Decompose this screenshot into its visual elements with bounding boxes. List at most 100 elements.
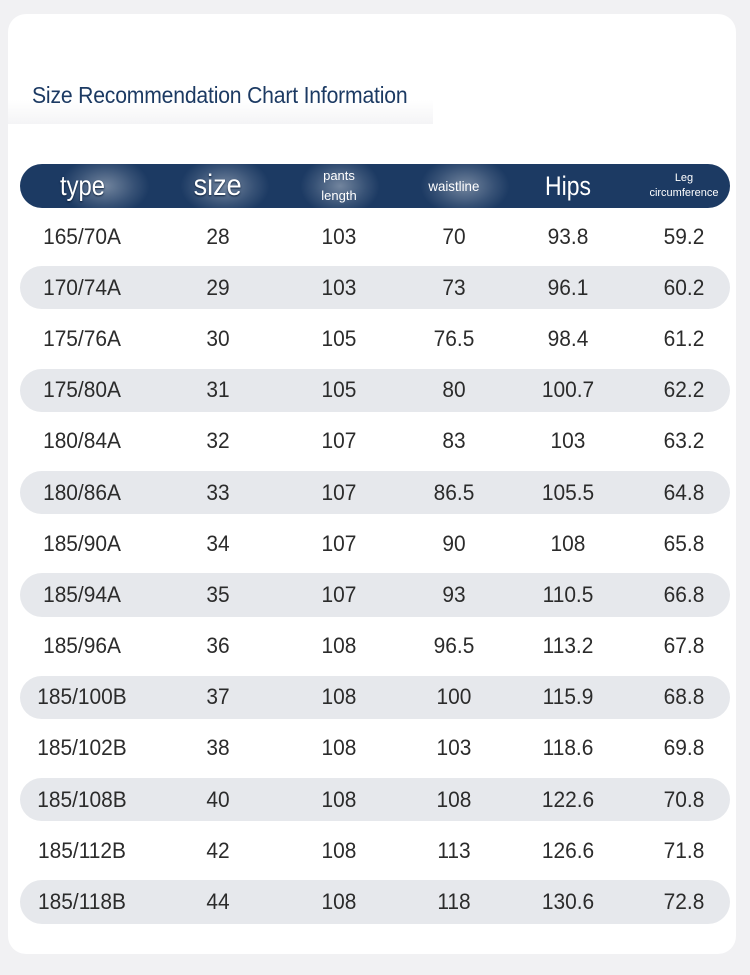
cell-pants-length: 108 <box>321 735 357 761</box>
table-row: 180/84A 32 107 83 103 63.2 <box>20 416 730 467</box>
cell-pants-length: 108 <box>321 684 357 710</box>
cell-size: 30 <box>206 325 230 351</box>
header-highlight <box>60 164 150 208</box>
page-title: Size Recommendation Chart Information <box>32 82 408 108</box>
cell-leg: 70.8 <box>663 786 705 812</box>
cell-waistline: 113 <box>437 837 471 863</box>
cell-leg: 62.2 <box>663 377 705 403</box>
cell-size: 42 <box>206 837 230 863</box>
column-header-leg-circumference: Leg circumference <box>626 164 730 208</box>
cell-hips: 103 <box>550 428 586 454</box>
cell-waistline: 76.5 <box>433 325 475 351</box>
cell-waistline: 83 <box>442 428 466 454</box>
cell-type: 185/112B <box>38 837 126 863</box>
column-header-size-label: size <box>193 169 243 202</box>
table-row: 185/94A 35 107 93 110.5 66.8 <box>20 569 730 620</box>
table-row: 165/70A 28 103 70 93.8 59.2 <box>20 211 730 262</box>
cell-waistline: 103 <box>436 735 472 761</box>
cell-leg: 67.8 <box>663 633 705 659</box>
cell-pants-length: 108 <box>321 837 357 863</box>
cell-waistline: 70 <box>442 223 466 249</box>
cell-pants-length: 108 <box>321 633 357 659</box>
cell-hips: 126.6 <box>541 837 595 863</box>
cell-pants-length: 107 <box>321 530 357 556</box>
pants-length-line-1: pants <box>323 168 355 183</box>
cell-size: 31 <box>206 377 230 403</box>
cell-leg: 63.2 <box>663 428 705 454</box>
cell-pants-length: 107 <box>321 428 357 454</box>
cell-leg: 68.8 <box>663 684 705 710</box>
cell-hips: 93.8 <box>547 223 589 249</box>
table-row: 185/102B 38 108 103 118.6 69.8 <box>20 723 730 774</box>
leg-line-2: circumference <box>649 187 719 199</box>
cell-size: 38 <box>206 735 230 761</box>
cell-waistline: 118 <box>437 889 471 915</box>
header-highlight <box>180 164 270 208</box>
cell-type: 165/70A <box>43 223 121 249</box>
cell-waistline: 100 <box>436 684 472 710</box>
cell-leg: 65.8 <box>663 530 705 556</box>
leg-line-1: Leg <box>674 172 694 184</box>
cell-waistline: 90 <box>442 530 466 556</box>
table-row: 175/80A 31 105 80 100.7 62.2 <box>20 365 730 416</box>
column-header-waistline: waistline <box>398 164 510 208</box>
cell-hips: 118.6 <box>542 735 594 761</box>
cell-size: 44 <box>206 889 230 915</box>
table-row: 185/112B 42 108 113 126.6 71.8 <box>20 825 730 876</box>
cell-type: 185/90A <box>43 530 121 556</box>
column-header-pants-length-label: pants length <box>309 166 369 206</box>
cell-waistline: 73 <box>442 274 466 300</box>
cell-size: 35 <box>206 581 230 607</box>
column-header-pants-length: pants length <box>280 164 398 208</box>
cell-type: 180/84A <box>43 428 121 454</box>
cell-size: 34 <box>206 530 230 556</box>
cell-hips: 98.4 <box>547 325 589 351</box>
column-header-size: size <box>160 164 276 208</box>
cell-size: 32 <box>206 428 230 454</box>
cell-leg: 59.2 <box>663 223 705 249</box>
cell-hips: 113.2 <box>542 633 594 659</box>
cell-leg: 69.8 <box>663 735 705 761</box>
pants-length-line-2: length <box>321 188 357 203</box>
cell-leg: 60.2 <box>663 274 705 300</box>
cell-waistline: 80 <box>442 377 466 403</box>
header-highlight <box>300 164 380 208</box>
cell-size: 36 <box>206 633 230 659</box>
table-row: 175/76A 30 105 76.5 98.4 61.2 <box>20 313 730 364</box>
cell-hips: 115.9 <box>542 684 594 710</box>
table-row: 170/74A 29 103 73 96.1 60.2 <box>20 262 730 313</box>
cell-pants-length: 105 <box>321 325 357 351</box>
column-header-hips: Hips <box>510 164 626 208</box>
cell-hips: 96.1 <box>547 274 589 300</box>
column-header-waistline-label: waistline <box>428 178 480 194</box>
cell-type: 180/86A <box>43 479 121 505</box>
cell-type: 185/96A <box>43 633 121 659</box>
cell-size: 29 <box>206 274 230 300</box>
column-header-leg-label: Leg circumference <box>644 171 724 201</box>
cell-type: 185/100B <box>37 684 127 710</box>
cell-pants-length: 103 <box>321 223 357 249</box>
cell-size: 28 <box>206 223 230 249</box>
column-header-type: type <box>20 164 144 208</box>
table-row: 180/86A 33 107 86.5 105.5 64.8 <box>20 467 730 518</box>
title-banner <box>8 64 433 124</box>
cell-pants-length: 107 <box>321 581 357 607</box>
cell-waistline: 108 <box>436 786 472 812</box>
table-row: 185/90A 34 107 90 108 65.8 <box>20 518 730 569</box>
table-row: 185/96A 36 108 96.5 113.2 67.8 <box>20 621 730 672</box>
cell-hips: 122.6 <box>541 786 595 812</box>
cell-type: 185/118B <box>38 889 126 915</box>
cell-leg: 72.8 <box>663 889 705 915</box>
header-highlight <box>420 164 510 208</box>
cell-waistline: 86.5 <box>433 479 475 505</box>
table-header: type size pants length waistline Hips Le… <box>20 164 730 208</box>
cell-pants-length: 103 <box>321 274 357 300</box>
cell-pants-length: 108 <box>321 786 357 812</box>
size-table-body: 165/70A 28 103 70 93.8 59.2 170/74A 29 103 73 96.1… <box>20 211 730 928</box>
cell-type: 185/94A <box>43 581 121 607</box>
cell-leg: 61.2 <box>663 325 705 351</box>
cell-pants-length: 107 <box>321 479 357 505</box>
cell-type: 185/108B <box>37 786 127 812</box>
cell-hips: 108 <box>550 530 586 556</box>
table-row: 185/108B 40 108 108 122.6 70.8 <box>20 774 730 825</box>
